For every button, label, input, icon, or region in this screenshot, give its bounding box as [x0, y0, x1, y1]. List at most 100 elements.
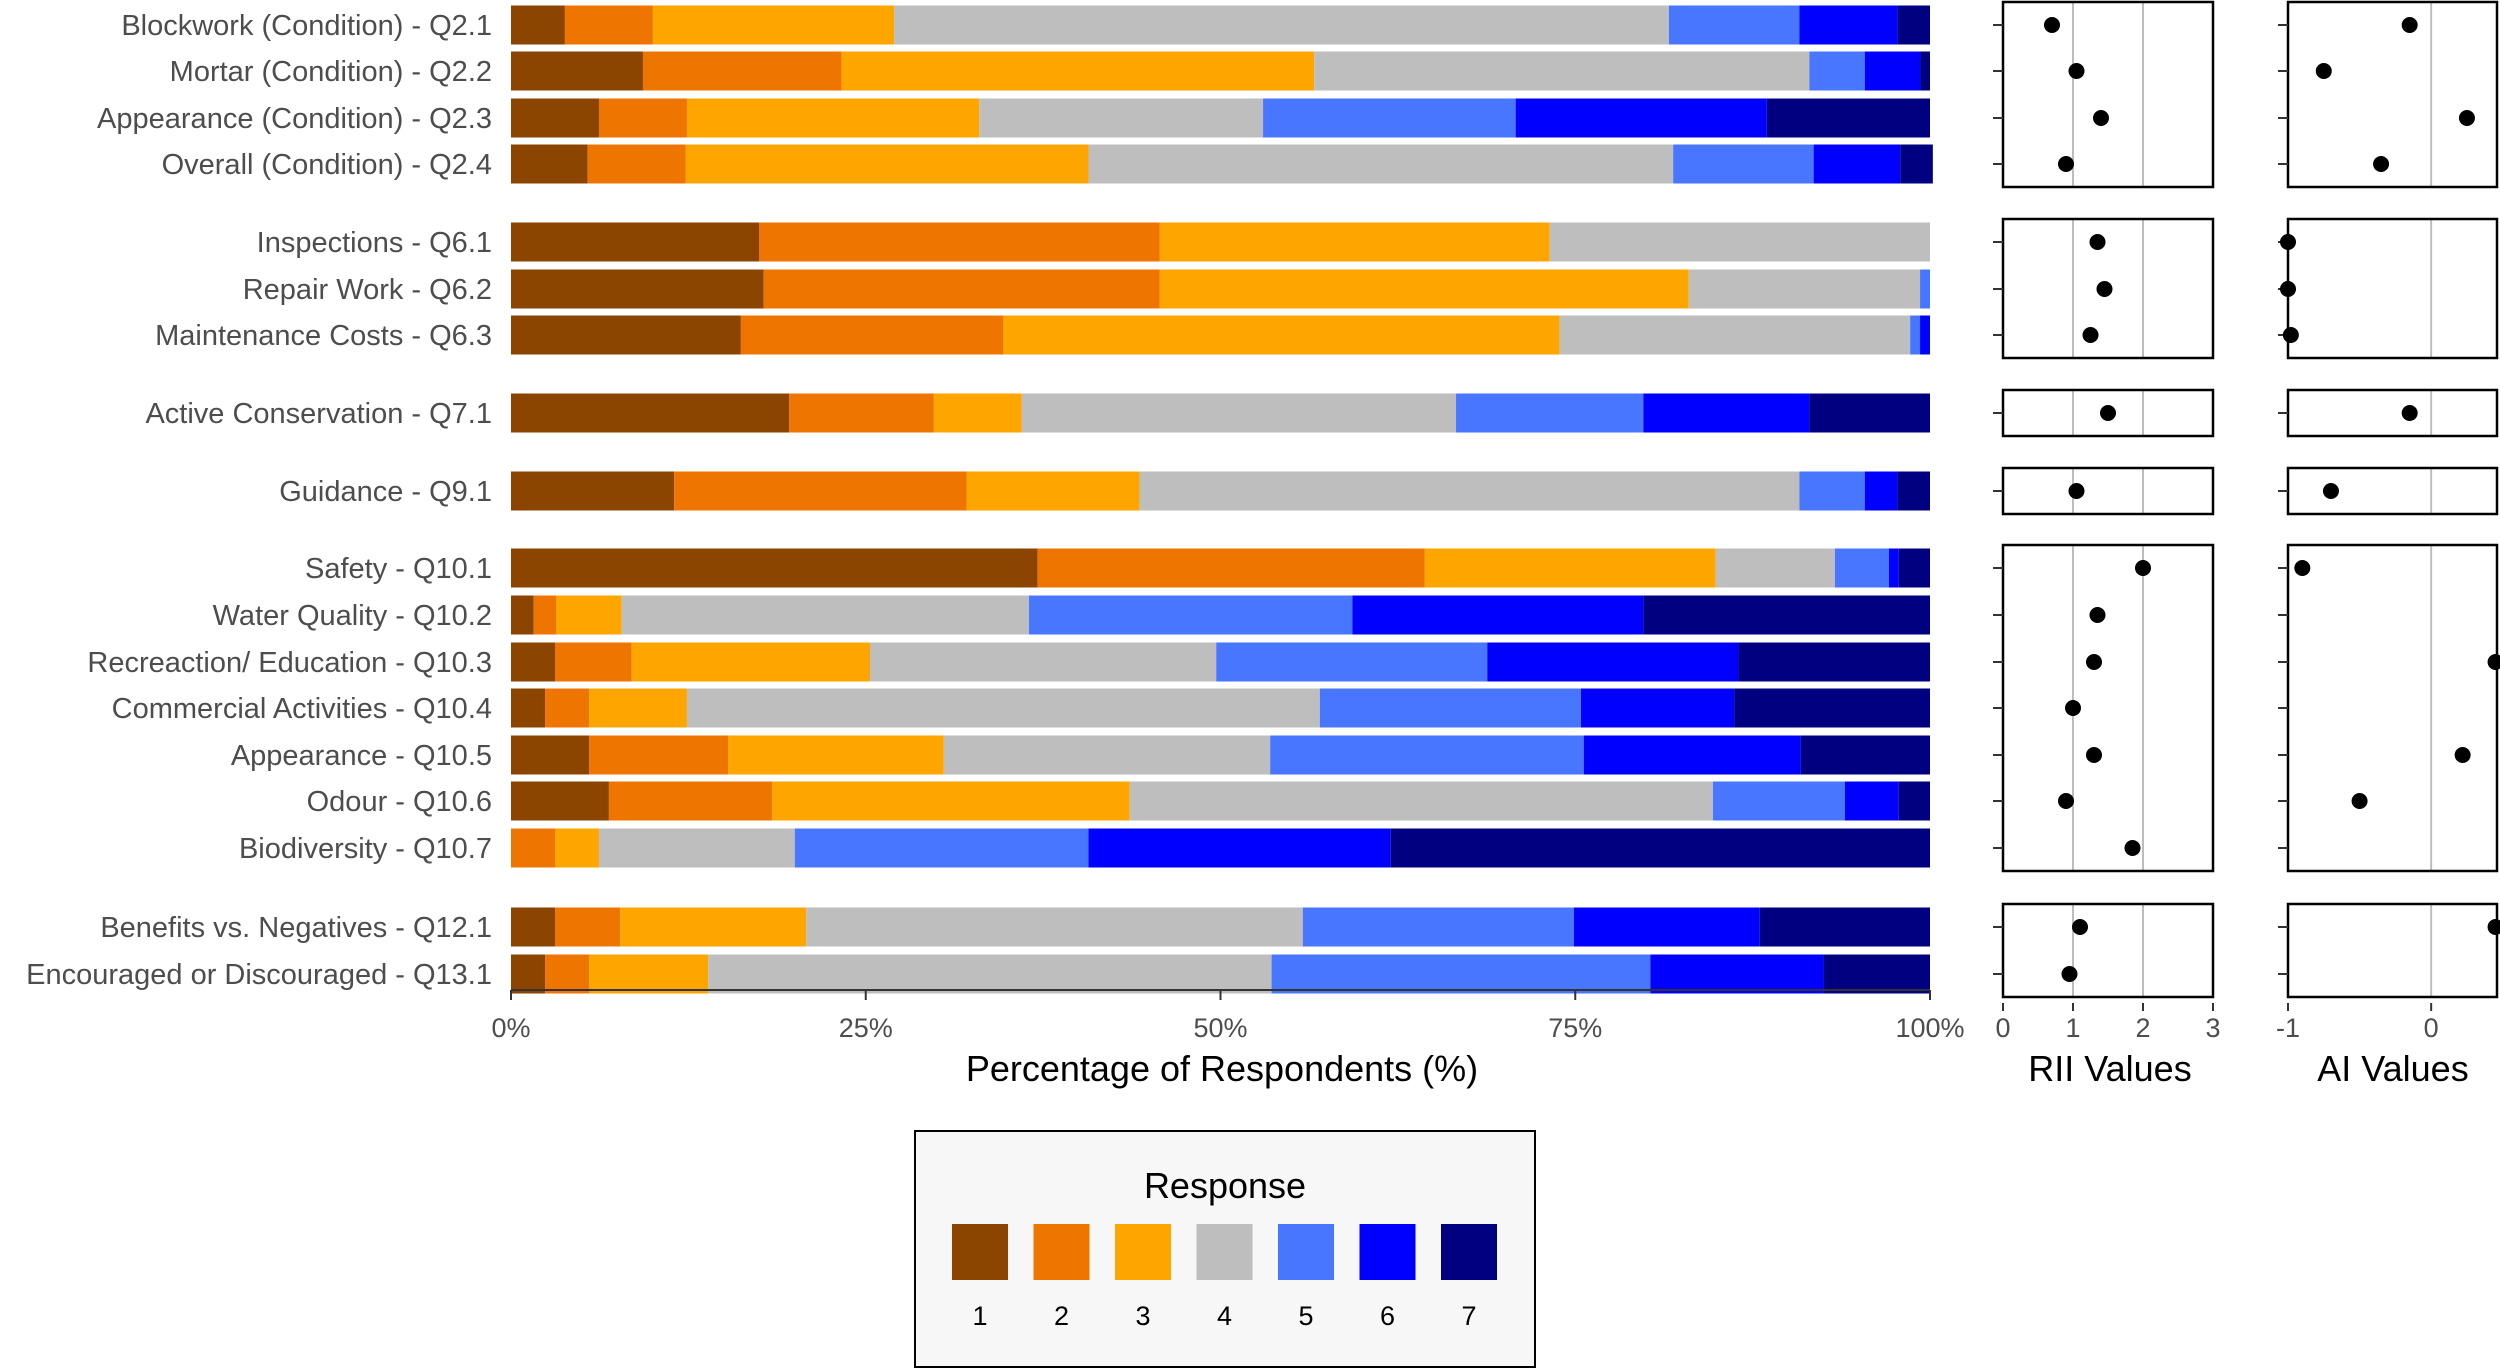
- bar-segment-row14-response6: [1844, 781, 1899, 821]
- category-label: Blockwork (Condition) - Q2.1: [121, 10, 492, 42]
- bar-segment-row9-response3: [1424, 548, 1716, 588]
- bar-segment-row7-response6: [1643, 393, 1810, 433]
- legend-swatch-5: [1278, 1224, 1334, 1280]
- bar-segment-row7-response5: [1456, 393, 1644, 433]
- bar-segment-row14-response3: [772, 781, 1130, 821]
- bar-segment-row12-response6: [1580, 688, 1735, 728]
- ai-point-row4: [2280, 234, 2296, 250]
- rii-group-box: [2001, 902, 2215, 999]
- ai-point-row9: [2294, 560, 2311, 576]
- ai-x-tick-label: -1: [2276, 1013, 2300, 1043]
- ai-point-row0: [2401, 17, 2418, 33]
- bar-segment-row13-response3: [728, 735, 944, 775]
- legend-label: 1: [972, 1301, 987, 1331]
- bar-segment-row13-response2: [589, 735, 729, 775]
- bar-segment-row16-response5: [1302, 907, 1574, 947]
- category-labels: Blockwork (Condition) - Q2.1 Mortar (Cond…: [26, 10, 492, 991]
- ai-x-tick-label: 0: [2424, 1013, 2439, 1043]
- bar-segment-row7-response3: [933, 393, 1022, 433]
- legend-label: 5: [1298, 1301, 1313, 1331]
- rii-group-box: [2001, 466, 2215, 516]
- rii-point-row16: [2072, 919, 2088, 935]
- bar-segment-row6-response6: [1920, 315, 1930, 355]
- bar-segment-row10-response1: [511, 595, 534, 635]
- legend-label: 6: [1380, 1301, 1395, 1331]
- bar-segment-row17-response6: [1650, 954, 1824, 994]
- bar-segment-row1-response7: [1920, 51, 1930, 91]
- bar-segment-row10-response5: [1028, 595, 1353, 635]
- legend-swatch-1: [952, 1224, 1008, 1280]
- bar-segment-row17-response5: [1271, 954, 1651, 994]
- bar-segment-row0-response2: [564, 5, 653, 45]
- bar-segment-row5-response1: [511, 269, 764, 309]
- category-label: Benefits vs. Negatives - Q12.1: [100, 912, 492, 944]
- ai-point-row13: [2454, 747, 2471, 763]
- rii-point-row14: [2058, 793, 2074, 809]
- ai-group-box: [2286, 466, 2499, 516]
- stacked-bar-panel: [511, 5, 1933, 994]
- bar-segment-row10-response4: [621, 595, 1029, 635]
- bar-segment-row11-response1: [511, 642, 555, 682]
- bar-segment-row1-response4: [1314, 51, 1810, 91]
- bar-segment-row4-response1: [511, 222, 760, 262]
- bar-segment-row3-response2: [587, 144, 686, 184]
- rii-point-row3: [2058, 156, 2074, 172]
- bar-segment-row3-response4: [1088, 144, 1674, 184]
- bar-segment-row15-response5: [794, 828, 1089, 868]
- bar-segment-row12-response1: [511, 688, 546, 728]
- bar-segment-row15-response6: [1088, 828, 1391, 868]
- bar-segment-row5-response4: [1688, 269, 1921, 309]
- legend-title: Response: [1144, 1165, 1306, 1206]
- bar-segment-row0-response7: [1897, 5, 1930, 45]
- rii-x-tick-label: 1: [2065, 1013, 2080, 1043]
- bar-segment-row2-response2: [598, 98, 687, 138]
- legend-label: 2: [1054, 1301, 1069, 1331]
- bar-segment-row7-response1: [511, 393, 790, 433]
- bar-segment-row7-response7: [1809, 393, 1930, 433]
- bar-segment-row11-response7: [1738, 642, 1931, 682]
- bar-segment-row1-response2: [642, 51, 842, 91]
- bar-x-tick-label: 0%: [491, 1013, 530, 1043]
- rii-point-row8: [2068, 483, 2085, 499]
- legend-swatch-4: [1196, 1224, 1253, 1280]
- bar-segment-row2-response6: [1515, 98, 1767, 138]
- ai-group-box: [2286, 0, 2499, 189]
- bar-segment-row17-response4: [708, 954, 1272, 994]
- bar-segment-row1-response1: [511, 51, 643, 91]
- rii-point-row4: [2089, 234, 2106, 250]
- category-label: Overall (Condition) - Q2.4: [162, 149, 492, 181]
- category-label: Appearance (Condition) - Q2.3: [97, 103, 492, 135]
- category-label: Recreaction/ Education - Q10.3: [87, 647, 492, 679]
- bar-x-tick-label: 25%: [839, 1013, 893, 1043]
- category-label: Biodiversity - Q10.7: [239, 833, 492, 865]
- bar-segment-row16-response3: [620, 907, 807, 947]
- bar-segment-row12-response4: [686, 688, 1320, 728]
- bar-segment-row8-response1: [511, 471, 675, 511]
- bar-segment-row12-response7: [1734, 688, 1930, 728]
- bar-segment-row2-response1: [511, 98, 599, 138]
- rii-point-row10: [2089, 607, 2106, 623]
- rii-point-row9: [2135, 560, 2151, 576]
- bar-segment-row4-response4: [1549, 222, 1930, 262]
- rii-point-row13: [2086, 747, 2102, 763]
- bar-segment-row16-response4: [806, 907, 1303, 947]
- rii-point-row15: [2124, 840, 2141, 856]
- percentage-x-axis: 0% 25% 50% 75% 100%: [491, 989, 1965, 1043]
- ai-point-row11: [2487, 654, 2500, 670]
- bar-segment-row16-response2: [554, 907, 621, 947]
- bar-segment-row10-response3: [556, 595, 622, 635]
- bar-segment-row15-response4: [598, 828, 795, 868]
- rii-panel: 0 1 2 3: [1993, 0, 2221, 1043]
- bar-segment-row9-response6: [1888, 548, 1899, 588]
- bar-segment-row1-response5: [1809, 51, 1865, 91]
- bar-segment-row13-response4: [943, 735, 1271, 775]
- category-label: Appearance - Q10.5: [231, 740, 492, 772]
- category-label: Maintenance Costs - Q6.3: [155, 320, 492, 352]
- bar-segment-row17-response7: [1823, 954, 1930, 994]
- ai-point-row7: [2401, 405, 2418, 421]
- bar-segment-row0-response1: [511, 5, 565, 45]
- ai-point-row6: [2282, 327, 2299, 343]
- category-label: Inspections - Q6.1: [257, 227, 492, 259]
- rii-point-row12: [2065, 700, 2081, 716]
- bar-segment-row17-response1: [511, 954, 546, 994]
